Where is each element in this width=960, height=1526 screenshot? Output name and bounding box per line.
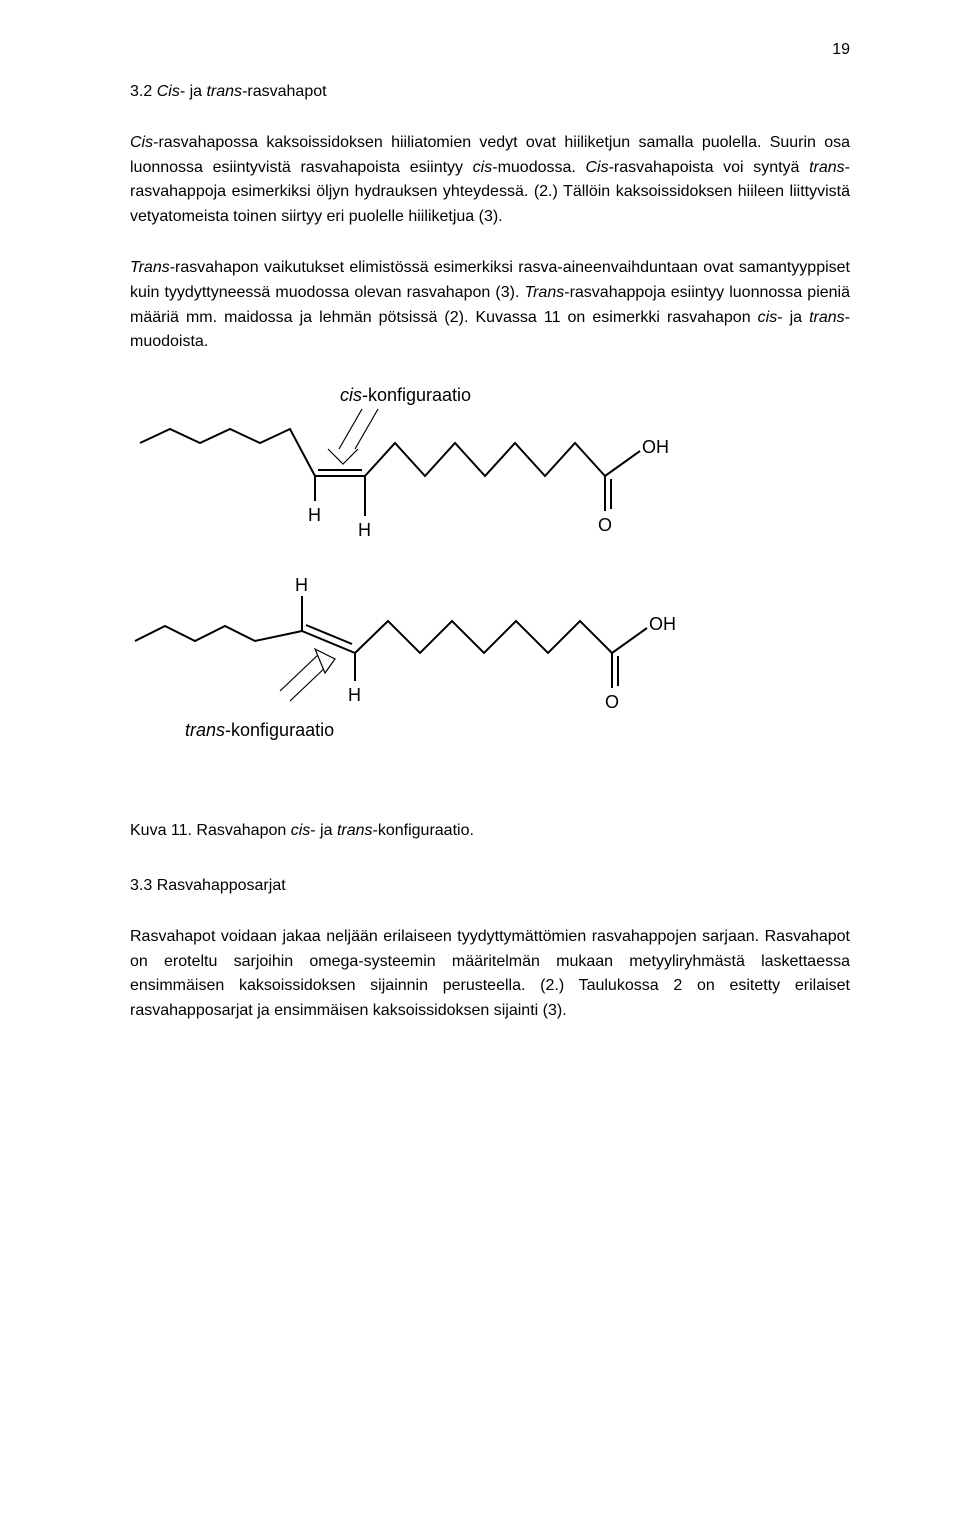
cis-label-rest: -konfiguraatio — [362, 385, 471, 405]
trans-label: trans-konfiguraatio — [185, 720, 334, 740]
p2-seg6: - ja — [777, 309, 809, 326]
p1-seg4: -muodossa. — [492, 159, 585, 176]
trans-left-chain — [135, 626, 302, 641]
caption-cis: cis — [291, 822, 311, 839]
paragraph-3: Rasvahapot voidaan jakaa neljään erilais… — [130, 925, 850, 1024]
p2-seg5: cis — [758, 309, 778, 326]
heading-3-2: 3.2 Cis- ja trans-rasvahapot — [130, 80, 850, 105]
p1-seg5: Cis — [585, 159, 608, 176]
trans-cooh — [612, 628, 647, 688]
caption-rest: -konfiguraatio. — [373, 822, 474, 839]
cis-cooh — [605, 451, 640, 511]
page-number: 19 — [832, 38, 850, 63]
p1-seg7: trans — [809, 159, 845, 176]
caption-trans: trans — [337, 822, 373, 839]
p2-seg7: trans — [809, 309, 845, 326]
cis-left-chain — [140, 429, 315, 476]
trans-o-label: O — [605, 692, 619, 712]
p1-seg3: cis — [473, 159, 493, 176]
p1-seg1: Cis — [130, 134, 153, 151]
cis-label: cis-konfiguraatio — [340, 385, 471, 405]
trans-h-label-bottom: H — [348, 685, 361, 705]
trans-arrow-icon — [280, 649, 335, 701]
cis-label-italic: cis — [340, 385, 362, 405]
trans-label-italic: trans — [185, 720, 225, 740]
figure-11: cis-konfiguraatio H H OH — [130, 381, 850, 781]
cis-o-label: O — [598, 515, 612, 535]
trans-oh-label: OH — [649, 614, 676, 634]
cis-double-bond — [315, 470, 365, 476]
p2-seg3: Trans — [525, 284, 565, 301]
figure-11-caption: Kuva 11. Rasvahapon cis- ja trans-konfig… — [130, 819, 850, 844]
heading-number: 3.2 — [130, 83, 152, 100]
cis-arrow-icon — [328, 409, 378, 464]
caption-prefix: Kuva 11. Rasvahapon — [130, 822, 291, 839]
cis-right-chain — [365, 443, 605, 476]
heading-ja: - ja — [180, 83, 207, 100]
caption-mid: - ja — [310, 822, 337, 839]
p1-seg6: -rasvahapoista voi syntyä — [609, 159, 810, 176]
trans-label-rest: -konfiguraatio — [225, 720, 334, 740]
cis-h-label-1: H — [308, 505, 321, 525]
chemical-structure-svg: cis-konfiguraatio H H OH — [130, 381, 690, 781]
trans-h-label-top: H — [295, 575, 308, 595]
heading-3-3: 3.3 Rasvahapposarjat — [130, 874, 850, 899]
trans-right-chain — [355, 621, 612, 653]
paragraph-2: Trans-rasvahapon vaikutukset elimistössä… — [130, 256, 850, 355]
heading-trans: trans — [206, 83, 242, 100]
trans-double-bond — [302, 625, 355, 653]
p2-seg1: Trans — [130, 259, 170, 276]
cis-oh-label: OH — [642, 437, 669, 457]
paragraph-1: Cis-rasvahapossa kaksoissidoksen hiiliat… — [130, 131, 850, 230]
heading-cis: Cis — [157, 83, 180, 100]
cis-h-label-2: H — [358, 520, 371, 540]
heading-rest: -rasvahapot — [242, 83, 327, 100]
